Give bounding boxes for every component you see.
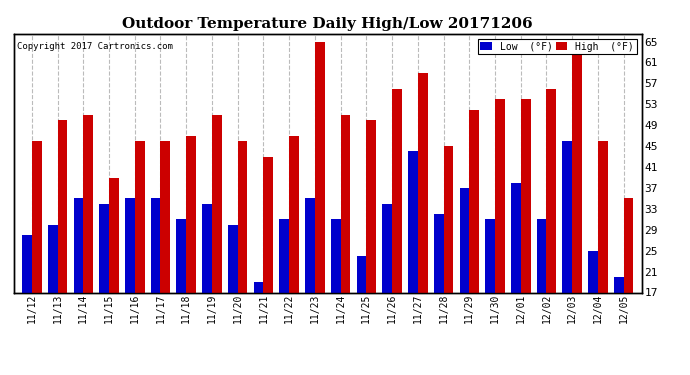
Bar [624,198,633,375]
Bar [469,110,479,375]
Bar [546,88,556,375]
Bar [418,73,428,375]
Bar [562,141,572,375]
Bar [177,219,186,375]
Bar [305,198,315,375]
Bar [135,141,144,375]
Bar [357,256,366,375]
Bar [109,177,119,375]
Bar [341,115,351,375]
Bar [392,88,402,375]
Bar [48,225,57,375]
Bar [161,141,170,375]
Bar [537,219,546,375]
Bar [485,219,495,375]
Bar [48,225,57,375]
Bar [135,141,144,375]
Bar [289,136,299,375]
Bar [331,219,341,375]
Bar [495,99,505,375]
Bar [305,198,315,375]
Bar [511,183,521,375]
Bar [624,198,633,375]
Bar [598,141,608,375]
Bar [392,88,402,375]
Bar [521,99,531,375]
Bar [57,120,68,375]
Bar [125,198,135,375]
Bar [562,141,572,375]
Bar [614,277,624,375]
Bar [177,219,186,375]
Bar [366,120,376,375]
Bar [74,198,83,375]
Bar [444,146,453,375]
Bar [228,225,237,375]
Bar [202,204,212,375]
Bar [331,219,341,375]
Bar [382,204,392,375]
Bar [444,146,453,375]
Bar [186,136,196,375]
Bar [614,277,624,375]
Bar [22,235,32,375]
Bar [74,198,83,375]
Bar [434,214,444,375]
Bar [511,183,521,375]
Bar [366,120,376,375]
Bar [357,256,366,375]
Bar [109,177,119,375]
Bar [32,141,41,375]
Bar [588,251,598,375]
Bar [264,157,273,375]
Bar [469,110,479,375]
Bar [237,141,248,375]
Bar [315,42,325,375]
Bar [83,115,93,375]
Bar [418,73,428,375]
Bar [279,219,289,375]
Bar [150,198,161,375]
Bar [212,115,221,375]
Bar [161,141,170,375]
Bar [254,282,264,375]
Bar [546,88,556,375]
Legend: Low  (°F), High  (°F): Low (°F), High (°F) [477,39,637,54]
Bar [83,115,93,375]
Bar [485,219,495,375]
Bar [572,52,582,375]
Bar [434,214,444,375]
Bar [57,120,68,375]
Bar [408,152,418,375]
Bar [408,152,418,375]
Bar [125,198,135,375]
Bar [588,251,598,375]
Bar [264,157,273,375]
Bar [186,136,196,375]
Bar [279,219,289,375]
Title: Outdoor Temperature Daily High/Low 20171206: Outdoor Temperature Daily High/Low 20171… [122,17,533,31]
Bar [382,204,392,375]
Bar [537,219,546,375]
Bar [460,188,469,375]
Bar [572,52,582,375]
Bar [598,141,608,375]
Bar [99,204,109,375]
Bar [228,225,237,375]
Bar [99,204,109,375]
Bar [495,99,505,375]
Bar [254,282,264,375]
Text: Copyright 2017 Cartronics.com: Copyright 2017 Cartronics.com [17,42,172,51]
Bar [460,188,469,375]
Bar [521,99,531,375]
Bar [212,115,221,375]
Bar [150,198,161,375]
Bar [341,115,351,375]
Bar [202,204,212,375]
Bar [237,141,248,375]
Bar [289,136,299,375]
Bar [32,141,41,375]
Bar [315,42,325,375]
Bar [22,235,32,375]
